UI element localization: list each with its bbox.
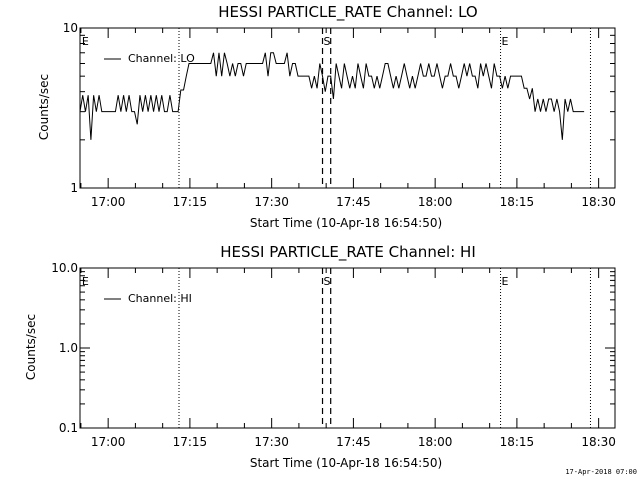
marker-label: E	[502, 35, 509, 48]
plot-frame	[79, 27, 616, 189]
x-tick-label: 17:15	[173, 435, 208, 449]
x-tick-label: 17:15	[173, 195, 208, 209]
panel-hi: HESSI PARTICLE_RATE Channel: HI Counts/s…	[24, 243, 616, 470]
y-tick-label: 1.0	[59, 341, 78, 355]
x-tick-label: 18:30	[581, 195, 616, 209]
x-tick-label: 18:15	[500, 195, 535, 209]
marker-label: E	[82, 35, 89, 48]
y-tick-label: 10	[63, 21, 78, 35]
y-tick-label: 0.1	[59, 421, 78, 435]
x-tick-label: 17:45	[336, 435, 371, 449]
marker-label: S	[324, 275, 331, 288]
y-axis-label: Counts/sec	[37, 74, 51, 140]
y-tick-label: 1	[70, 181, 78, 195]
series-line	[79, 52, 585, 140]
y-tick-label: 10.0	[51, 261, 78, 275]
x-tick-label: 18:15	[500, 435, 535, 449]
chart-title: HESSI PARTICLE_RATE Channel: HI	[220, 243, 476, 262]
legend-label: Channel: HI	[128, 292, 192, 305]
chart-title: HESSI PARTICLE_RATE Channel: LO	[218, 3, 477, 22]
x-tick-label: 17:00	[91, 195, 126, 209]
x-tick-label: 17:30	[254, 435, 289, 449]
x-tick-label: 17:30	[254, 195, 289, 209]
x-tick-label: 17:00	[91, 435, 126, 449]
marker-label: E	[82, 275, 89, 288]
legend-label: Channel: LO	[128, 52, 195, 65]
x-tick-label: 17:45	[336, 195, 371, 209]
x-axis-label: Start Time (10-Apr-18 16:54:50)	[250, 216, 442, 230]
x-axis-label: Start Time (10-Apr-18 16:54:50)	[250, 456, 442, 470]
y-axis-label: Counts/sec	[24, 314, 38, 380]
x-tick-label: 18:30	[581, 435, 616, 449]
marker-label: S	[324, 35, 331, 48]
marker-label: E	[502, 275, 509, 288]
footer-timestamp: 17-Apr-2018 07:00	[565, 468, 637, 476]
x-tick-label: 18:00	[418, 195, 453, 209]
x-tick-label: 18:00	[418, 435, 453, 449]
panel-lo: HESSI PARTICLE_RATE Channel: LO Counts/s…	[37, 3, 616, 230]
